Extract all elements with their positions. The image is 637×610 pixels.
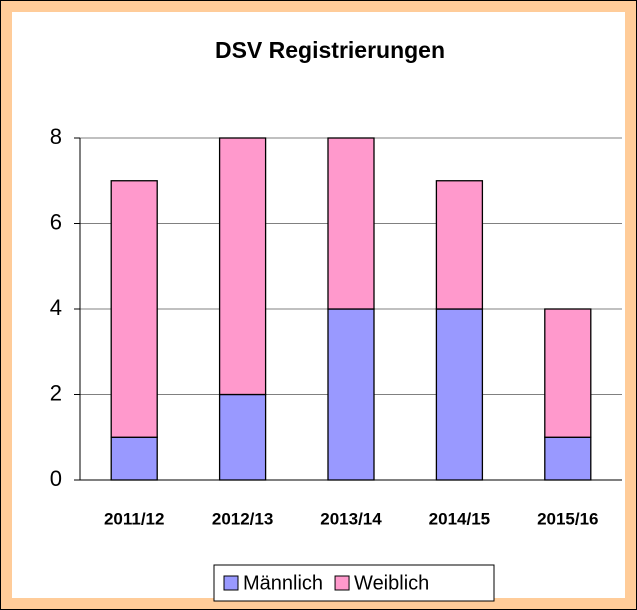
x-tick-label: 2012/13: [212, 509, 273, 528]
legend-label: Weiblich: [354, 572, 429, 594]
chart-title: DSV Registrierungen: [215, 37, 445, 63]
x-tick-label: 2013/14: [320, 509, 382, 528]
x-tick-label: 2011/12: [104, 509, 165, 528]
bar-segment: [110, 436, 158, 481]
bar-segment: [218, 393, 267, 481]
y-tick-label: 8: [50, 124, 62, 149]
y-tick-label: 0: [50, 466, 62, 491]
bar-segment: [327, 137, 375, 310]
bar-segment: [218, 137, 267, 396]
legend: [213, 564, 495, 602]
bar-segment: [110, 180, 158, 438]
bar-segment: [435, 308, 484, 481]
x-tick-label: 2015/16: [537, 509, 598, 528]
bar-segment: [435, 180, 484, 310]
x-tick-label: 2014/15: [429, 509, 490, 528]
bar-segment: [327, 308, 375, 481]
y-tick-label: 6: [50, 209, 62, 234]
y-tick-label: 4: [50, 295, 62, 320]
y-tick-label: 2: [50, 380, 62, 405]
legend-label: Männlich: [243, 572, 323, 594]
bar-segment: [544, 308, 592, 438]
legend-swatch: [223, 575, 239, 591]
legend-swatch: [334, 575, 350, 591]
bar-segment: [544, 436, 592, 481]
